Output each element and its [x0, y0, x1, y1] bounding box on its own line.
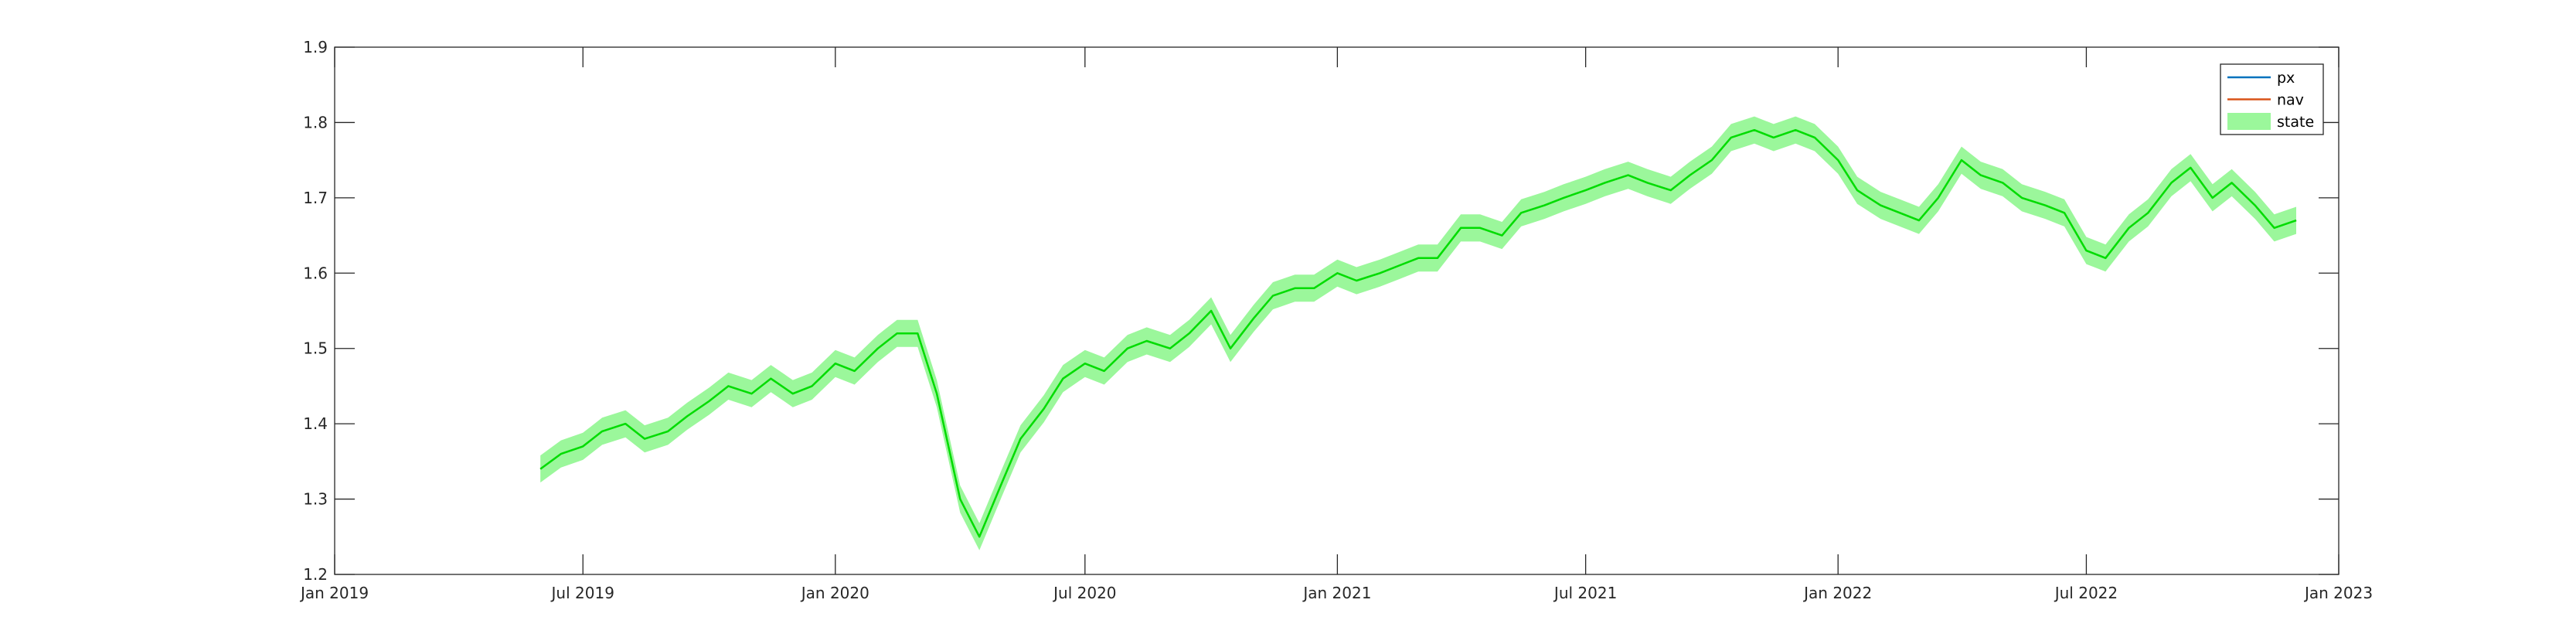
x-tick-label: Jul 2021 — [1553, 584, 1617, 602]
legend-label-nav: nav — [2277, 92, 2304, 109]
y-tick-label: 1.7 — [303, 189, 328, 207]
x-tick-label: Jan 2020 — [800, 584, 869, 602]
x-tick-label: Jan 2019 — [299, 584, 369, 602]
axes-box — [334, 46, 2339, 575]
y-tick-label: 1.8 — [303, 113, 328, 131]
legend-label-state: state — [2277, 114, 2314, 131]
x-tick-label: Jul 2022 — [2054, 584, 2118, 602]
x-tick-label: Jan 2022 — [1802, 584, 1872, 602]
x-tick-label: Jul 2020 — [1052, 584, 1116, 602]
y-tick-label: 1.4 — [303, 414, 328, 433]
axes: Jan 2019 Jul 2019 Jan 2020 Jul 2020 Jan 2021… — [299, 38, 2373, 602]
series-line-state — [539, 128, 2297, 538]
y-tick-label: 1.9 — [303, 38, 328, 56]
legend-swatch-state — [2227, 113, 2271, 130]
x-tick-label: Jul 2019 — [550, 584, 614, 602]
y-tick-label: 1.6 — [303, 264, 328, 282]
y-tick-label: 1.2 — [303, 565, 328, 584]
plot-area — [539, 116, 2297, 550]
legend: px nav state — [2220, 63, 2324, 135]
y-tick-label: 1.3 — [303, 490, 328, 509]
y-tick-label: 1.5 — [303, 339, 328, 358]
x-tick-label: Jan 2023 — [2303, 584, 2373, 602]
x-tick-label: Jan 2021 — [1302, 584, 1371, 602]
state-band — [540, 116, 2297, 550]
legend-label-px: px — [2277, 70, 2295, 87]
